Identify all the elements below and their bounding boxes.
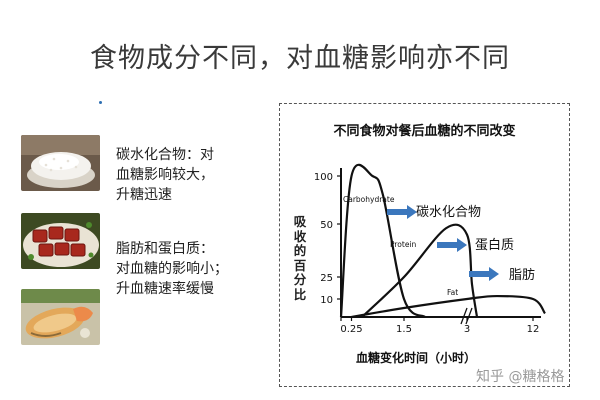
y-tick-label: 10 [320, 295, 333, 306]
chart-y-label: 吸收的百分比 [293, 214, 307, 302]
slide-title: 食物成分不同，对血糖影响亦不同 [90, 43, 510, 74]
chart-y-label-char: 收 [293, 228, 307, 244]
arrow-icon [437, 238, 467, 252]
fat-protein-line-1: 脂肪和蛋白质： [116, 241, 214, 257]
chart-x-label: 血糖变化时间（小时） [356, 351, 477, 365]
x-tick-label: 0.25 [340, 324, 362, 335]
series-name-fat: Fat [447, 288, 458, 297]
chart-title: 不同食物对餐后血糖的不同改变 [333, 124, 516, 139]
seafood-image [21, 289, 100, 345]
series-name-carbohydrate: Carbohydrate [343, 195, 395, 204]
axis-break [460, 307, 473, 325]
carb-line-3: 升糖迅速 [116, 187, 172, 203]
carb-line-2: 血糖影响较大， [116, 167, 214, 183]
arrow-icon [469, 267, 499, 281]
absorption-chart: 100 50 25 10 0.25 1.5 3 12 Carbohydrate 碳水化合物 Pr… [314, 163, 546, 335]
x-tick-label: 12 [527, 324, 540, 335]
chart-y-label-char: 分 [293, 272, 307, 287]
y-tick-label: 50 [320, 220, 333, 231]
chart-y-label-char: 吸 [293, 214, 307, 229]
series-label-fat: 脂肪 [509, 267, 535, 283]
chart-frame [279, 103, 570, 387]
carb-line-1: 碳水化合物：对 [116, 147, 214, 163]
chart-y-label-char: 的 [293, 243, 307, 258]
chart-y-label-char: 百 [293, 257, 307, 273]
fat-protein-description: 脂肪和蛋白质： 对血糖的影响小； 升血糖速率缓慢 [116, 239, 228, 299]
curve-carbohydrate [339, 163, 426, 318]
chart-y-label-char: 比 [293, 286, 307, 302]
bullet-dot [99, 101, 102, 104]
series-label-protein: 蛋白质 [475, 237, 514, 253]
x-tick-label: 1.5 [396, 324, 412, 335]
fat-protein-line-2: 对血糖的影响小； [116, 261, 228, 277]
series-label-carbohydrate: 碳水化合物 [416, 205, 481, 220]
carb-description: 碳水化合物：对 血糖影响较大， 升糖迅速 [116, 145, 214, 205]
braised-meat-image [21, 213, 100, 269]
curve-fat [351, 294, 546, 319]
watermark: 知乎 @糖格格 [476, 369, 565, 385]
rice-bowl-image [21, 135, 100, 191]
y-tick-label: 25 [320, 273, 333, 284]
y-tick-label: 100 [314, 172, 333, 183]
fat-protein-line-3: 升血糖速率缓慢 [116, 281, 214, 297]
series-name-protein: Protein [390, 240, 417, 249]
arrow-icon [387, 205, 417, 219]
x-tick-label: 3 [464, 324, 470, 335]
curve-protein [361, 223, 479, 318]
